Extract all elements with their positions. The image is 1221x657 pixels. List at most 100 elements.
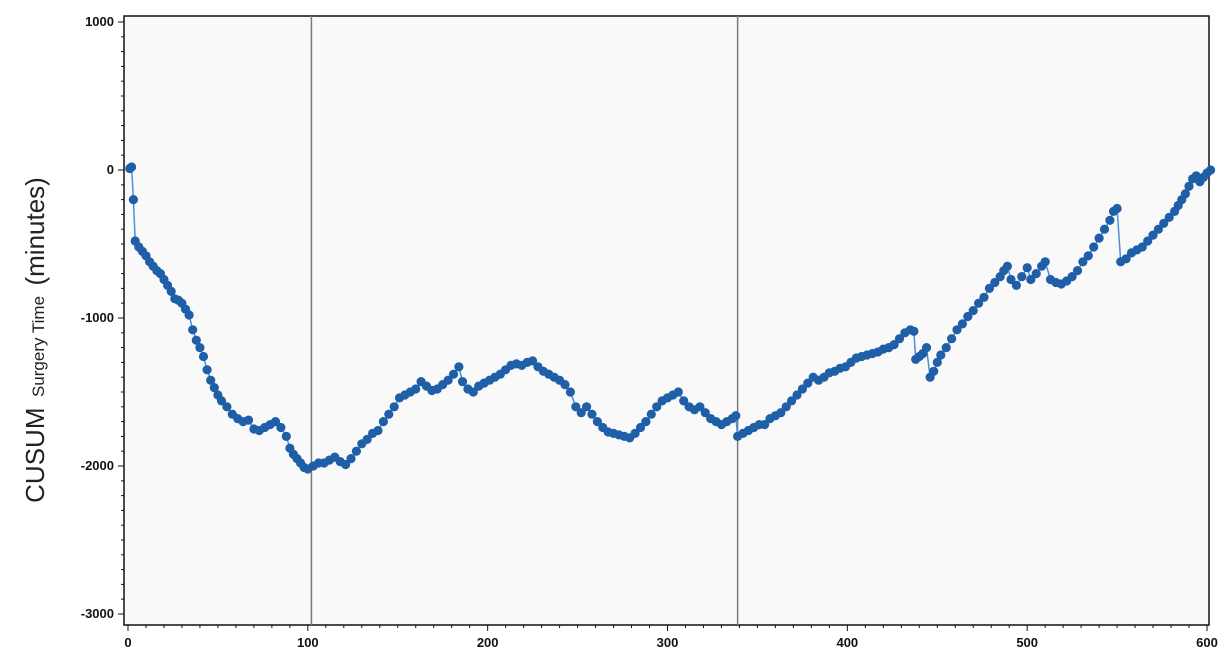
y-tick-label: 1000 (85, 14, 114, 29)
data-point (389, 402, 399, 412)
data-point (776, 408, 786, 418)
y-tick-label: 0 (107, 162, 114, 177)
x-tick-label: 0 (124, 635, 131, 650)
data-point (929, 366, 939, 376)
data-point (1083, 251, 1093, 261)
data-point (1137, 242, 1147, 252)
data-point (128, 195, 138, 205)
data-point (968, 306, 978, 316)
data-point (1002, 261, 1013, 271)
data-point (209, 383, 219, 393)
data-point (1180, 189, 1190, 199)
data-point (582, 402, 592, 412)
data-point (787, 396, 797, 406)
data-point (635, 422, 646, 433)
data-point (1206, 165, 1216, 175)
data-point (281, 431, 291, 441)
data-point (195, 343, 205, 353)
data-point (362, 434, 372, 444)
data-point (963, 311, 973, 322)
x-tick-label: 300 (657, 635, 679, 650)
x-tick-label: 200 (477, 635, 499, 650)
data-point (1112, 203, 1122, 214)
data-point (792, 390, 802, 400)
data-point (894, 334, 905, 344)
data-point (990, 277, 1000, 288)
data-point (351, 446, 361, 456)
data-point (127, 162, 137, 172)
data-point (222, 402, 232, 412)
data-point (411, 384, 421, 394)
data-point (270, 417, 281, 427)
data-point (276, 422, 286, 433)
data-point (1022, 263, 1032, 273)
data-point (448, 369, 459, 379)
data-point (198, 351, 209, 362)
data-point (1164, 212, 1174, 222)
data-point (1078, 257, 1088, 267)
data-point (1040, 257, 1050, 267)
data-point (1121, 254, 1131, 264)
data-point (1153, 224, 1163, 234)
data-point (457, 377, 468, 387)
data-point (731, 411, 741, 421)
data-point (797, 384, 808, 394)
data-point (1159, 218, 1169, 228)
data-point (1105, 215, 1115, 225)
data-point (378, 417, 388, 427)
data-point (206, 375, 216, 385)
data-point (932, 357, 942, 367)
data-point (341, 459, 351, 470)
data-point (1184, 181, 1194, 191)
data-point (952, 325, 962, 335)
data-point (454, 362, 464, 372)
data-point (587, 409, 597, 419)
data-point (979, 292, 989, 302)
data-point (1067, 272, 1077, 282)
data-point (1072, 266, 1083, 276)
data-point (373, 425, 383, 436)
data-point (646, 409, 656, 419)
y-axis-ticks: 1000 0 -1000 -2000 -3000 (81, 14, 124, 621)
data-point (803, 378, 813, 388)
data-point (921, 343, 932, 353)
x-tick-label: 500 (1016, 635, 1038, 650)
data-point (243, 415, 254, 425)
y-axis-label-sub: Surgery Time (29, 296, 48, 397)
x-axis-ticks: 0 100 200 300 400 500 600 (124, 625, 1218, 650)
data-point (909, 326, 919, 336)
plot-area (123, 15, 1210, 626)
y-axis-label-unit: (minutes) (20, 177, 50, 285)
vertical-reference-lines (310, 16, 739, 625)
data-point (346, 454, 356, 464)
data-point (679, 396, 689, 406)
data-point (1094, 233, 1104, 243)
data-point (957, 319, 968, 329)
data-point (188, 325, 198, 335)
y-axis-label: CUSUM Surgery Time (minutes) (20, 177, 50, 503)
data-point (202, 365, 212, 375)
data-point (760, 420, 770, 430)
data-point (652, 402, 662, 412)
data-point (443, 375, 453, 385)
data-point (592, 417, 603, 427)
data-point (630, 428, 640, 438)
data-point (216, 396, 227, 406)
data-point (1031, 269, 1041, 279)
data-point (941, 343, 951, 353)
y-axis-label-main: CUSUM (20, 408, 50, 503)
data-point (1011, 280, 1022, 290)
data-point (1026, 274, 1036, 285)
data-point (700, 408, 710, 418)
data-point (468, 387, 478, 397)
y-tick-label: -1000 (81, 310, 114, 325)
data-point (947, 334, 957, 344)
data-point (641, 417, 651, 427)
data-point (984, 283, 995, 293)
data-point (528, 356, 538, 366)
data-point (936, 350, 946, 360)
data-point (191, 335, 201, 345)
data-point (889, 340, 899, 350)
data-point (781, 402, 791, 412)
